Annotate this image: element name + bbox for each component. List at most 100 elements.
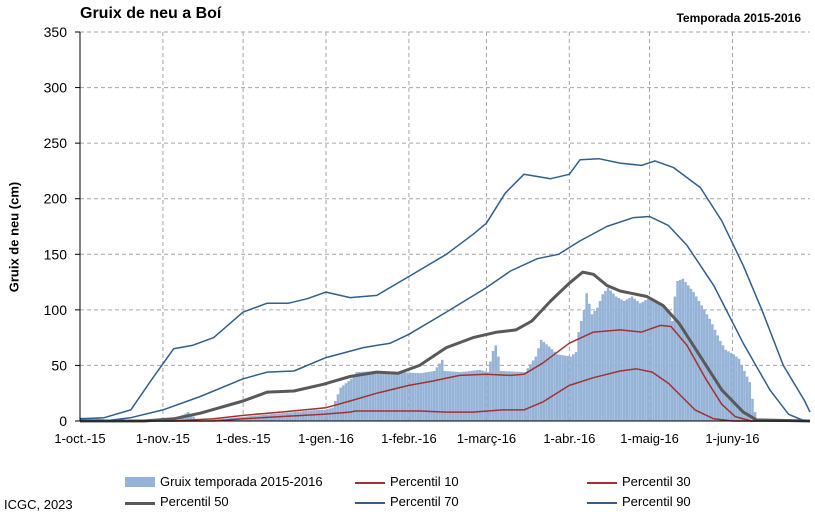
snow-depth-bar (622, 300, 626, 421)
snow-depth-bar (411, 372, 415, 421)
snow-depth-bar (430, 371, 433, 421)
snow-depth-bar (328, 408, 332, 421)
snow-depth-bar (612, 293, 615, 421)
snow-depth-bar (686, 285, 690, 421)
snow-depth-bar (408, 372, 412, 421)
snow-depth-bar (545, 344, 548, 421)
snow-depth-bar (673, 296, 677, 421)
snow-depth-bar (334, 400, 337, 421)
legend-label: Percentil 10 (390, 474, 459, 489)
snow-depth-bar (660, 303, 663, 421)
snow-depth-bar (558, 354, 562, 421)
snow-depth-bar (451, 371, 455, 421)
snow-depth-bar (652, 300, 655, 421)
snow-depth-bar (537, 348, 540, 421)
snow-depth-bar (499, 370, 503, 421)
snow-depth-bar (727, 351, 730, 421)
snow-depth-bar (323, 409, 326, 421)
snow-depth-bar (486, 372, 489, 421)
x-tick-label: 1-maig-16 (620, 431, 679, 446)
snow-depth-bar (521, 371, 524, 421)
line-p70 (80, 215, 810, 422)
snow-depth-bar (358, 371, 361, 421)
snow-depth-bar (580, 320, 583, 421)
snow-depth-bar (465, 371, 468, 421)
snow-depth-bar (628, 298, 631, 421)
snow-depth-bar (432, 370, 436, 421)
snow-depth-bar (646, 298, 650, 421)
snow-depth-bar (703, 309, 706, 421)
snow-depth-bar (740, 364, 744, 421)
snow-depth-bar (82, 417, 86, 421)
x-tick-label: 1-nov.-15 (136, 431, 190, 446)
snow-depth-bar (459, 372, 463, 421)
snow-depth-bar (684, 282, 687, 421)
legend-label: Percentil 30 (622, 474, 691, 489)
snow-depth-bar (644, 300, 647, 421)
snow-depth-bar (478, 369, 481, 421)
snow-depth-bar (617, 298, 621, 421)
snow-depth-bar (743, 370, 746, 421)
snow-depth-bar (438, 363, 441, 421)
snow-depth-bar (331, 407, 334, 421)
legend-swatch-bars (125, 477, 155, 487)
snow-depth-bar (598, 300, 602, 421)
snow-depth-bar (676, 280, 679, 421)
snow-depth-bar (713, 329, 717, 421)
percentile-lines (79, 157, 811, 423)
snow-depth-bar (515, 371, 519, 421)
legend-swatch-p50 (125, 502, 155, 505)
x-tick-label: 1-gen.-16 (298, 431, 354, 446)
snow-depth-bar (531, 360, 535, 421)
snow-depth-bar (590, 314, 594, 421)
snow-depth-bar (502, 371, 506, 421)
snow-depth-bar (523, 372, 527, 421)
y-axis-label: Gruix de neu (cm) (6, 181, 22, 293)
snow-depth-bar (457, 371, 460, 421)
snow-depth-bar (569, 356, 572, 421)
snow-depth-bar (387, 371, 391, 421)
snow-depth-bar (507, 371, 511, 421)
snow-depth-bar (588, 303, 591, 421)
snow-depth-bar (724, 349, 727, 421)
snow-depth-bar (435, 367, 439, 421)
snow-depth-bar (427, 371, 431, 421)
snow-depth-bar (753, 412, 757, 421)
x-tick-label: 1-març-16 (457, 431, 516, 446)
snow-depth-bar (574, 352, 578, 421)
snow-depth-bar (470, 370, 473, 421)
snow-depth-bar (529, 364, 532, 421)
snow-depth-bar (633, 298, 637, 421)
snow-depth-bar (614, 296, 618, 421)
snow-depth-bar (513, 371, 516, 421)
axes (75, 31, 810, 422)
snow-depth-bar (716, 335, 719, 421)
snow-depth-bar (355, 372, 358, 421)
legend-label: Percentil 50 (160, 494, 229, 509)
snow-depth-bar (585, 293, 588, 421)
snow-depth-bar (697, 300, 701, 421)
snow-depth-bar (475, 370, 479, 421)
legend-swatch-p70 (355, 502, 385, 504)
snow-depth-bar (403, 372, 407, 421)
legend-swatch-p10 (355, 482, 385, 484)
snow-depth-bar (550, 349, 554, 421)
legend-swatch-p90 (587, 502, 617, 504)
snow-depth-bar (604, 290, 607, 421)
y-tick-label: 50 (51, 357, 67, 373)
snow-depth-bar (505, 371, 508, 421)
y-tick-label: 150 (44, 246, 68, 262)
snow-depth-bar (390, 371, 393, 421)
x-tick-label: 1-abr.-16 (543, 431, 595, 446)
snow-depth-bar (424, 372, 428, 421)
legend-label: Percentil 70 (390, 494, 459, 509)
snow-depth-bar (555, 354, 559, 421)
snow-depth-bar (189, 414, 193, 421)
snow-depth-bar (446, 371, 449, 421)
snow-depth-bar (670, 320, 674, 421)
snow-depth-bar (566, 356, 570, 421)
legend-label: Gruix temporada 2015-2016 (160, 474, 323, 489)
snow-depth-bar (491, 350, 495, 421)
snow-depth-bar (582, 309, 586, 421)
